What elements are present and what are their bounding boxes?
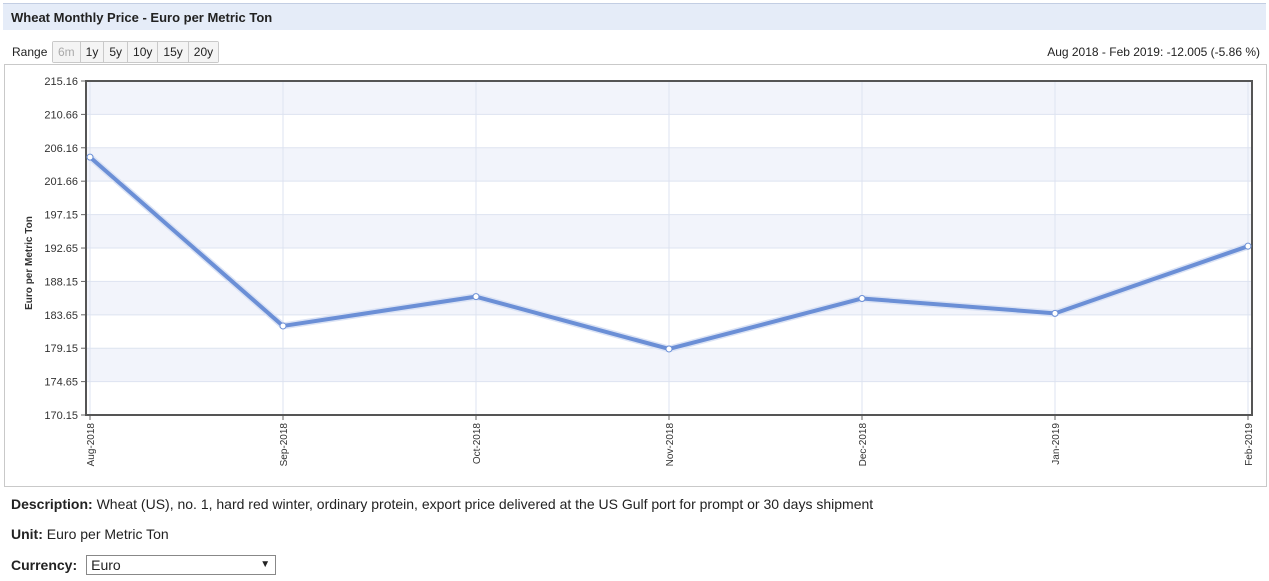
currency-select[interactable]: Euro ▼	[86, 555, 277, 575]
x-tick-label: Oct-2018	[472, 423, 483, 465]
range-20y-button[interactable]: 20y	[188, 42, 219, 62]
x-tick-label: Jan-2019	[1051, 423, 1062, 465]
data-point	[858, 294, 866, 302]
data-point	[665, 345, 673, 353]
range-15y-button[interactable]: 15y	[158, 42, 189, 62]
description-label: Description:	[11, 496, 93, 512]
y-tick-label: 170.15	[44, 410, 78, 422]
range-10y-button[interactable]: 10y	[128, 42, 159, 62]
x-tick-label: Sep-2018	[279, 423, 290, 467]
x-tick-label: Dec-2018	[858, 423, 869, 467]
data-point	[1051, 309, 1059, 317]
x-tick-label: Aug-2018	[86, 423, 97, 467]
change-summary: Aug 2018 - Feb 2019: -12.005 (-5.86 %)	[1047, 45, 1260, 59]
x-tick-label: Nov-2018	[665, 423, 676, 467]
y-tick-label: 174.65	[44, 377, 78, 389]
range-selector: 6m 1y 5y 10y 15y 20y	[52, 41, 220, 63]
description-text: Wheat (US), no. 1, hard red winter, ordi…	[96, 496, 874, 512]
y-tick-label: 215.16	[44, 76, 78, 88]
page-title: Wheat Monthly Price - Euro per Metric To…	[11, 10, 273, 25]
currency-value: Euro	[91, 557, 121, 573]
unit-text: Euro per Metric Ton	[46, 526, 169, 542]
data-point	[86, 153, 94, 161]
y-tick-label: 201.66	[44, 176, 78, 188]
description-row: Description: Wheat (US), no. 1, hard red…	[11, 496, 873, 512]
plot-border	[85, 80, 1253, 416]
y-axis-title: Euro per Metric Ton	[24, 216, 35, 310]
data-point	[279, 322, 287, 330]
y-tick-label: 188.15	[44, 276, 78, 288]
unit-label: Unit:	[11, 526, 43, 542]
range-1y-button[interactable]: 1y	[80, 42, 105, 62]
line-chart: 170.15 174.65 179.15 183.65 188.15 192.65 197.…	[24, 76, 1255, 467]
currency-label: Currency:	[11, 557, 78, 573]
y-tick-label: 183.65	[44, 310, 78, 322]
dropdown-caret-icon: ▼	[260, 559, 271, 570]
x-tick-label: Feb-2019	[1244, 423, 1255, 466]
data-point	[1244, 242, 1252, 250]
unit-row: Unit: Euro per Metric Ton	[11, 526, 169, 542]
y-tick-label: 210.66	[44, 109, 78, 121]
chart-title-bar: Wheat Monthly Price - Euro per Metric To…	[3, 3, 1266, 30]
data-point	[472, 293, 480, 301]
y-tick-label: 192.65	[44, 243, 78, 255]
chart-container: 170.15 174.65 179.15 183.65 188.15 192.65 197.…	[4, 64, 1267, 487]
range-6m-button[interactable]: 6m	[53, 42, 81, 62]
y-tick-label: 197.15	[44, 210, 78, 222]
currency-row: Currency: Euro ▼	[11, 555, 277, 575]
y-tick-label: 206.16	[44, 143, 78, 155]
range-label: Range	[12, 45, 48, 59]
y-tick-label: 179.15	[44, 343, 78, 355]
range-5y-button[interactable]: 5y	[104, 42, 129, 62]
